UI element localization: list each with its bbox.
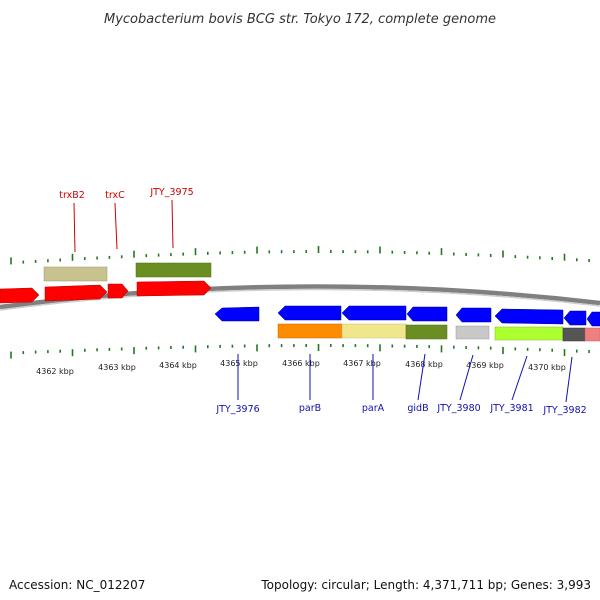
- cds-arrow-JTY_3976[interactable]: [214, 306, 260, 322]
- tick-label: 4362 kbp: [36, 367, 74, 376]
- cds-arrow-trxC[interactable]: [107, 283, 129, 299]
- gene-label-JTY_3981[interactable]: JTY_3981: [489, 403, 533, 414]
- gene-JTY_3982-function-box-a[interactable]: [562, 327, 586, 342]
- cds-arrow-JTY_3975[interactable]: [136, 280, 212, 297]
- gene-parA-function-box[interactable]: [341, 323, 407, 339]
- forward-gene-labels: trxB2 trxC JTY_3975: [59, 187, 194, 253]
- label-leader-line: [171, 199, 174, 249]
- gene-JTY_3981-function-box[interactable]: [494, 326, 564, 341]
- tick-label: 4364 kbp: [159, 361, 197, 370]
- cds-arrow-trxB2[interactable]: [44, 284, 108, 302]
- inner-tick-marks: [10, 344, 590, 359]
- outer-tick-marks: [10, 246, 590, 265]
- gene-label-parA[interactable]: parA: [362, 403, 385, 414]
- genome-summary-text: Topology: circular; Length: 4,371,711 bp…: [261, 578, 591, 592]
- genome-backbone-shadow: [0, 288, 600, 311]
- tick-label: 4370 kbp: [528, 363, 566, 372]
- gene-trxB2-function-box[interactable]: [43, 266, 108, 282]
- cds-arrow-right-edge[interactable]: [586, 311, 600, 327]
- cds-arrow-left-edge[interactable]: [0, 287, 40, 304]
- tick-label: 4367 kbp: [343, 359, 381, 368]
- label-leader-line: [565, 356, 573, 403]
- gene-JTY_3980-function-box[interactable]: [455, 325, 490, 340]
- tick-label: 4366 kbp: [282, 359, 320, 368]
- cds-arrow-parA[interactable]: [341, 305, 407, 321]
- label-leader-line: [417, 353, 426, 401]
- tick-labels: 4362 kbp 4363 kbp 4364 kbp 4365 kbp 4366…: [36, 359, 566, 376]
- gene-label-gidB[interactable]: gidB: [407, 403, 428, 414]
- gene-label-JTY_3980[interactable]: JTY_3980: [436, 403, 480, 414]
- label-leader-line: [114, 202, 118, 250]
- accession-text: Accession: NC_012207: [9, 578, 146, 592]
- gene-label-trxB2[interactable]: trxB2: [59, 190, 85, 201]
- tick-label: 4365 kbp: [220, 359, 258, 368]
- gene-label-trxC[interactable]: trxC: [105, 190, 125, 201]
- cds-arrow-JTY_3981[interactable]: [494, 308, 564, 325]
- tick-label: 4369 kbp: [466, 361, 504, 370]
- gene-JTY_3975-function-box[interactable]: [135, 262, 212, 278]
- gene-label-parB[interactable]: parB: [299, 403, 321, 414]
- gene-label-JTY_3975[interactable]: JTY_3975: [149, 187, 193, 198]
- cds-arrow-parB[interactable]: [277, 305, 342, 321]
- label-leader-line: [511, 355, 528, 401]
- gene-JTY_3982-function-box-b[interactable]: [584, 327, 600, 342]
- tick-label: 4363 kbp: [98, 363, 136, 372]
- map-title: Mycobacterium bovis BCG str. Tokyo 172, …: [104, 12, 496, 27]
- gene-features: [0, 262, 600, 342]
- label-leader-line: [73, 202, 76, 253]
- cds-arrow-JTY_3980[interactable]: [455, 307, 492, 323]
- gene-gidB-function-box[interactable]: [405, 324, 448, 340]
- reverse-gene-labels: JTY_3976 parB parA gidB JTY_3980 JTY_398…: [215, 353, 587, 416]
- gene-parB-function-box[interactable]: [277, 323, 343, 339]
- gene-label-JTY_3982[interactable]: JTY_3982: [542, 405, 586, 416]
- label-leader-line: [459, 354, 474, 401]
- cds-arrow-gidB[interactable]: [406, 306, 448, 322]
- cds-arrow-JTY_3982[interactable]: [563, 310, 587, 326]
- gene-label-JTY_3976[interactable]: JTY_3976: [215, 404, 259, 415]
- tick-label: 4368 kbp: [405, 360, 443, 369]
